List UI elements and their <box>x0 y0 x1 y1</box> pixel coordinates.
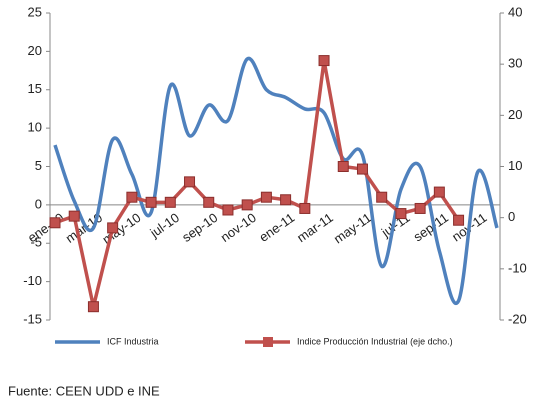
y-tick-label: -10 <box>23 273 42 288</box>
point-marker <box>337 161 349 172</box>
legend-label: ICF Industria <box>107 336 159 346</box>
y2-tick-label: -20 <box>508 311 527 326</box>
y2-tick-label: -10 <box>508 260 527 275</box>
point-marker <box>299 202 311 214</box>
point-marker <box>222 204 234 216</box>
point-marker <box>184 176 196 188</box>
series-line <box>53 56 499 306</box>
point-marker <box>49 217 61 229</box>
source-note: Fuente: CEEN UDD e INE <box>8 383 160 398</box>
y-tick-label: -5 <box>30 235 42 250</box>
point-marker <box>260 191 272 203</box>
y-tick-label: -15 <box>23 311 42 326</box>
point-marker <box>318 55 330 67</box>
point-marker <box>356 163 368 175</box>
point-marker <box>395 208 407 220</box>
y2-tick-label: 40 <box>508 4 522 19</box>
point-marker <box>87 301 99 313</box>
point-marker <box>433 186 445 198</box>
legend-label: Indice Producción Industrial (eje dcho.) <box>297 336 453 346</box>
y2-tick-label: 0 <box>508 209 515 224</box>
x-tick-label: mar-11 <box>294 210 336 245</box>
x-tick-label: ene-11 <box>256 210 297 245</box>
y-tick-label: 15 <box>28 81 42 96</box>
y-tick-label: 20 <box>28 43 42 58</box>
x-tick-label: sep-10 <box>179 210 220 245</box>
x-tick-label: may-11 <box>331 210 374 247</box>
y2-tick-label: 20 <box>508 107 522 122</box>
point-marker <box>164 196 176 208</box>
y2-tick-label: 10 <box>508 158 522 173</box>
series-line <box>54 58 461 309</box>
y-tick-label: 10 <box>28 120 42 135</box>
point-marker <box>145 196 157 208</box>
y2-tick-label: 30 <box>508 56 522 71</box>
y-tick-label: 5 <box>35 158 42 173</box>
point-marker <box>376 191 388 203</box>
point-marker <box>414 202 426 214</box>
point-marker <box>126 191 138 203</box>
y-tick-label: 0 <box>35 196 42 211</box>
legend-marker <box>263 337 273 347</box>
y-tick-label: 25 <box>28 4 42 19</box>
point-marker <box>280 194 292 206</box>
point-marker <box>68 210 80 222</box>
point-marker <box>453 214 465 226</box>
point-marker <box>203 196 215 208</box>
point-marker <box>241 199 253 211</box>
point-marker <box>107 222 119 234</box>
